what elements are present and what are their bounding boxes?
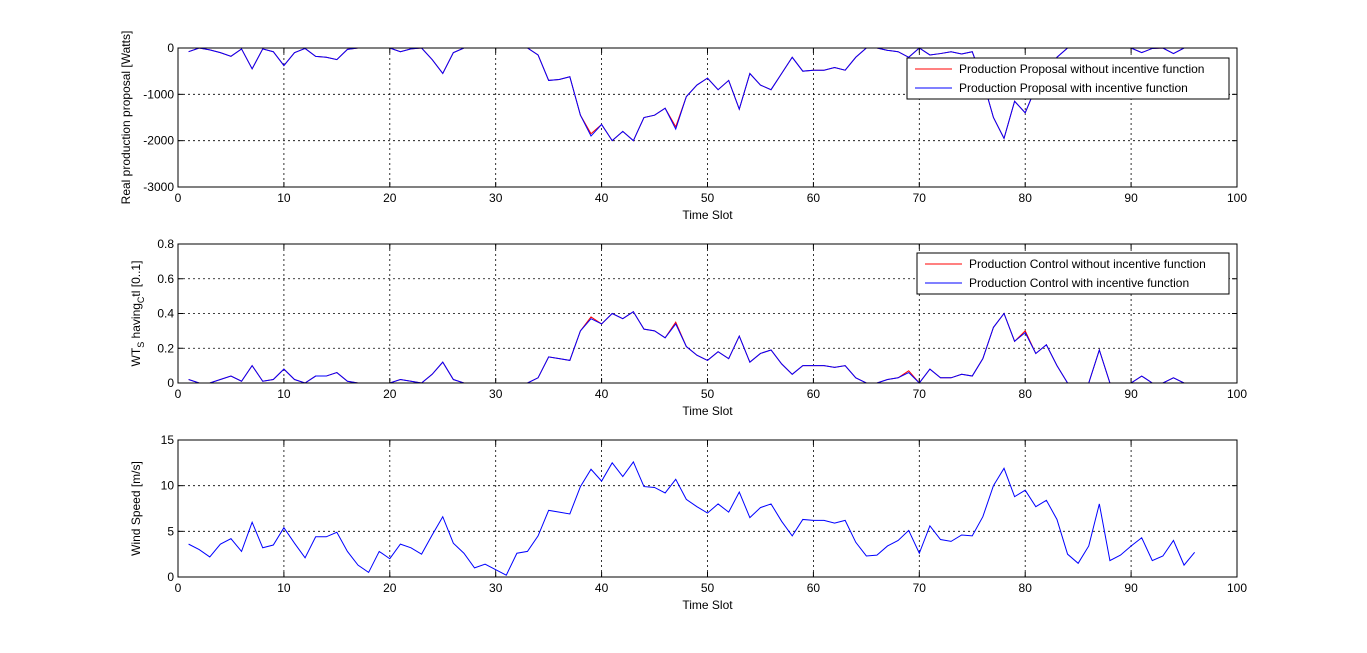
y-tick-label: 0.2 [157, 341, 174, 355]
x-tick-label: 20 [383, 191, 397, 205]
x-tick-label: 40 [595, 191, 609, 205]
x-tick-label: 20 [383, 581, 397, 595]
y-tick-label: 0.6 [157, 272, 174, 286]
x-axis-label: Time Slot [682, 404, 733, 418]
legend-label: Production Control with incentive functi… [969, 276, 1189, 290]
chart-panel-1: 0 10 20 30 40 50 60 70 80 90 100 0 -1000 -2000 -3000 Ti… [119, 31, 1247, 222]
x-tick-label: 50 [701, 387, 715, 401]
x-tick-label: 0 [175, 387, 182, 401]
y-axis-label: WTS havingCtl [0..1] [129, 261, 146, 367]
y-tick-label: 10 [161, 479, 175, 493]
y-tick-label: 0 [167, 41, 174, 55]
x-tick-label: 90 [1124, 191, 1138, 205]
x-tick-label: 90 [1124, 581, 1138, 595]
x-tick-label: 80 [1019, 581, 1033, 595]
x-tick-label: 70 [913, 191, 927, 205]
x-tick-label: 50 [701, 581, 715, 595]
x-tick-label: 10 [277, 387, 291, 401]
x-tick-label: 10 [277, 191, 291, 205]
x-tick-label: 30 [489, 581, 503, 595]
x-tick-label: 20 [383, 387, 397, 401]
x-tick-label: 40 [595, 581, 609, 595]
x-tick-label: 100 [1227, 581, 1247, 595]
legend: Production Proposal without incentive fu… [906, 57, 1230, 100]
x-tick-label: 30 [489, 387, 503, 401]
y-axis-label-part: tl [0..1] [129, 261, 143, 297]
x-tick-label: 70 [913, 387, 927, 401]
x-tick-label: 90 [1124, 387, 1138, 401]
legend-label: Production Control without incentive fun… [969, 257, 1206, 271]
y-axis-label-subscript: S [136, 342, 146, 348]
y-tick-label: 5 [167, 524, 174, 538]
x-tick-label: 30 [489, 191, 503, 205]
y-tick-label: -2000 [143, 134, 174, 148]
y-tick-label: -3000 [143, 180, 174, 194]
legend-box [906, 57, 1230, 100]
y-tick-label: 0.8 [157, 237, 174, 251]
x-tick-label: 60 [807, 581, 821, 595]
series-line-1 [188, 460, 1196, 576]
x-tick-label: 50 [701, 191, 715, 205]
x-tick-label: 80 [1019, 191, 1033, 205]
chart-panel-2: 0 10 20 30 40 50 60 70 80 90 100 0 0.2 0.4 0.6 0.8 Time … [129, 237, 1247, 418]
y-tick-label: 0 [167, 570, 174, 584]
y-axis-label: Wind Speed [m/s] [129, 461, 143, 556]
y-axis-label: Real production proposal [Watts] [119, 31, 133, 205]
y-tick-label: 0 [167, 376, 174, 390]
legend-box [916, 252, 1230, 295]
x-axis-label: Time Slot [682, 598, 733, 612]
x-tick-label: 70 [913, 581, 927, 595]
y-axis-label-part: having [129, 303, 143, 342]
x-tick-label: 60 [807, 387, 821, 401]
chart-panel-3: 0 10 20 30 40 50 60 70 80 90 100 0 5 10 15 Time Slot Win… [129, 433, 1247, 612]
x-axis-label: Time Slot [682, 208, 733, 222]
x-tick-label: 0 [175, 581, 182, 595]
y-tick-label: 0.4 [157, 307, 174, 321]
x-tick-label: 100 [1227, 387, 1247, 401]
x-tick-label: 60 [807, 191, 821, 205]
plot-area [178, 440, 1237, 577]
x-tick-label: 100 [1227, 191, 1247, 205]
x-tick-label: 10 [277, 581, 291, 595]
x-tick-label: 40 [595, 387, 609, 401]
x-tick-label: 0 [175, 191, 182, 205]
y-tick-label: 15 [161, 433, 175, 447]
y-axis-label-subscript: C [136, 296, 146, 303]
x-tick-label: 80 [1019, 387, 1033, 401]
legend-label: Production Proposal with incentive funct… [959, 81, 1188, 95]
legend: Production Control without incentive fun… [916, 252, 1230, 295]
legend-label: Production Proposal without incentive fu… [959, 62, 1204, 76]
y-tick-label: -1000 [143, 87, 174, 101]
